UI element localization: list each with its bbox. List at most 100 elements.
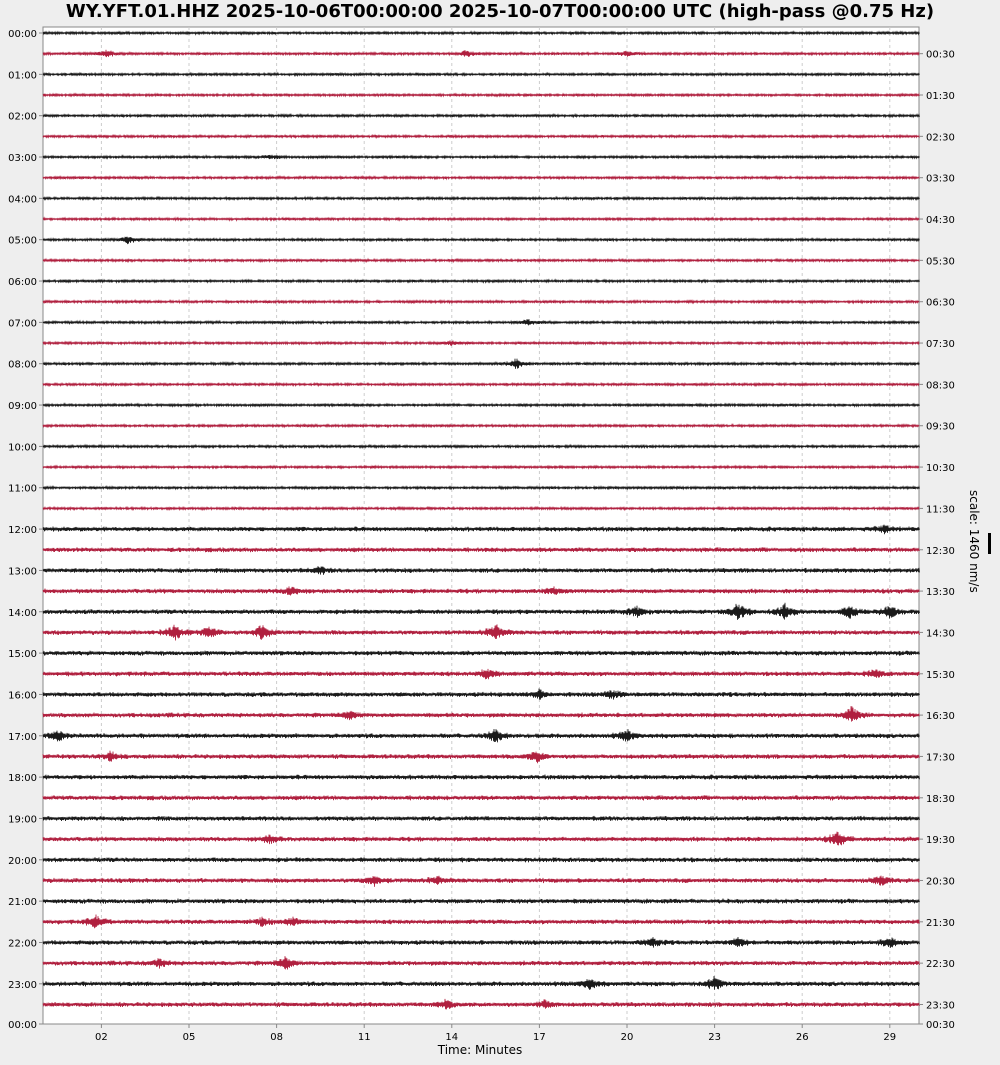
x-tick-label: 20 — [621, 1032, 634, 1043]
left-time-label: 22:00 — [8, 938, 37, 949]
left-time-label: 16:00 — [8, 690, 37, 701]
trace-row-28 — [42, 602, 920, 620]
right-time-label: 19:30 — [926, 835, 955, 846]
right-time-label: 04:30 — [926, 215, 955, 226]
trace-row-42 — [42, 898, 920, 904]
trace-row-23 — [42, 505, 920, 512]
trace-row-6 — [42, 154, 920, 160]
trace-row-19 — [42, 422, 920, 429]
right-time-label: 14:30 — [926, 628, 955, 639]
right-time-label: 08:30 — [926, 380, 955, 391]
left-time-label: 06:00 — [8, 277, 37, 288]
right-time-label: 12:30 — [926, 546, 955, 557]
trace-row-35 — [42, 750, 920, 764]
trace-row-37 — [42, 795, 920, 801]
right-time-label: 18:30 — [926, 794, 955, 805]
trace-row-47 — [42, 998, 920, 1010]
trace-row-8 — [42, 195, 920, 202]
trace-row-24 — [42, 524, 920, 535]
trace-row-44 — [42, 936, 920, 948]
trace-row-21 — [42, 464, 920, 470]
right-time-label: 11:30 — [926, 504, 955, 515]
left-time-label: 11:00 — [8, 484, 37, 495]
right-time-label: 05:30 — [926, 256, 955, 267]
right-time-label: 20:30 — [926, 876, 955, 887]
right-time-label: 13:30 — [926, 587, 955, 598]
trace-row-22 — [42, 484, 920, 491]
right-time-label: 00:30 — [926, 1020, 955, 1031]
left-time-label: 15:00 — [8, 649, 37, 660]
left-time-label: 23:00 — [8, 980, 37, 991]
trace-row-7 — [42, 174, 920, 181]
left-time-label: 02:00 — [8, 112, 37, 123]
x-tick-label: 17 — [533, 1032, 546, 1043]
left-time-label: 18:00 — [8, 773, 37, 784]
x-axis-label: Time: Minutes — [437, 1043, 523, 1057]
left-time-label: 13:00 — [8, 566, 37, 577]
left-time-label: 00:00 — [8, 29, 37, 40]
right-time-label: 06:30 — [926, 298, 955, 309]
trace-row-40 — [42, 857, 920, 863]
trace-row-36 — [42, 774, 920, 780]
trace-row-10 — [42, 236, 920, 245]
trace-row-41 — [42, 875, 920, 887]
trace-row-1 — [42, 49, 920, 58]
trace-row-26 — [42, 566, 920, 575]
left-time-label: 07:00 — [8, 318, 37, 329]
left-time-label: 00:00 — [8, 1020, 37, 1031]
trace-row-12 — [42, 278, 920, 284]
trace-row-17 — [42, 381, 920, 388]
trace-row-2 — [42, 71, 920, 78]
trace-row-30 — [42, 650, 920, 656]
trace-row-25 — [42, 547, 920, 553]
right-time-label: 00:30 — [926, 50, 955, 61]
right-time-label: 17:30 — [926, 752, 955, 763]
left-time-label: 12:00 — [8, 525, 37, 536]
trace-row-0 — [42, 30, 920, 36]
left-time-label: 03:00 — [8, 153, 37, 164]
trace-row-20 — [42, 443, 920, 450]
x-tick-label: 23 — [708, 1032, 721, 1043]
trace-row-16 — [42, 358, 920, 369]
left-time-label: 05:00 — [8, 236, 37, 247]
left-time-label: 21:00 — [8, 897, 37, 908]
x-tick-label: 08 — [270, 1032, 283, 1043]
trace-row-9 — [42, 216, 920, 222]
trace-row-29 — [42, 624, 920, 641]
left-time-label: 01:00 — [8, 70, 37, 81]
right-time-label: 01:30 — [926, 91, 955, 102]
x-tick-label: 02 — [95, 1032, 108, 1043]
left-time-label: 19:00 — [8, 814, 37, 825]
trace-row-13 — [42, 298, 920, 305]
right-time-label: 16:30 — [926, 711, 955, 722]
trace-row-38 — [42, 815, 920, 822]
x-tick-label: 26 — [796, 1032, 809, 1043]
right-time-label: 23:30 — [926, 1000, 955, 1011]
left-time-label: 14:00 — [8, 608, 37, 619]
scale-label: scale: 1460 nm/s — [967, 490, 981, 593]
trace-row-32 — [42, 688, 920, 700]
trace-row-11 — [42, 257, 920, 264]
left-time-label: 17:00 — [8, 732, 37, 743]
trace-row-45 — [42, 956, 920, 970]
trace-row-46 — [42, 975, 920, 990]
left-time-label: 09:00 — [8, 401, 37, 412]
x-tick-label: 11 — [358, 1032, 371, 1043]
left-time-label: 08:00 — [8, 360, 37, 371]
right-time-label: 22:30 — [926, 959, 955, 970]
x-tick-label: 05 — [183, 1032, 196, 1043]
left-time-label: 10:00 — [8, 442, 37, 453]
trace-row-5 — [42, 133, 920, 140]
trace-row-3 — [42, 92, 920, 98]
right-time-label: 21:30 — [926, 918, 955, 929]
chart-title: WY.YFT.01.HHZ 2025-10-06T00:00:00 2025-1… — [65, 1, 935, 22]
right-time-label: 15:30 — [926, 670, 955, 681]
scale-bar — [988, 533, 991, 554]
trace-row-27 — [42, 586, 920, 596]
trace-row-18 — [42, 402, 920, 408]
right-time-label: 03:30 — [926, 174, 955, 185]
x-tick-label: 14 — [445, 1032, 458, 1043]
right-time-label: 09:30 — [926, 422, 955, 433]
right-time-label: 02:30 — [926, 132, 955, 143]
